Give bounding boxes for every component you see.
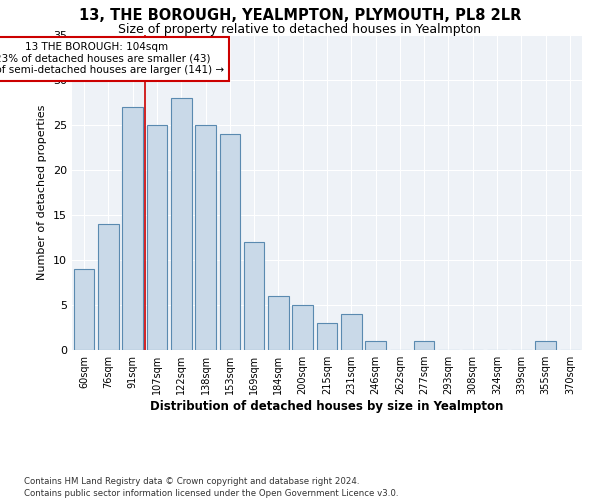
Text: 13, THE BOROUGH, YEALMPTON, PLYMOUTH, PL8 2LR: 13, THE BOROUGH, YEALMPTON, PLYMOUTH, PL…	[79, 8, 521, 22]
Bar	[535, 341, 556, 350]
Bar	[341, 314, 362, 350]
Bar	[98, 224, 119, 350]
Bar	[220, 134, 240, 350]
Bar	[171, 98, 191, 350]
Bar	[195, 125, 216, 350]
Bar	[74, 269, 94, 350]
Text: Contains HM Land Registry data © Crown copyright and database right 2024.: Contains HM Land Registry data © Crown c…	[24, 478, 359, 486]
Bar	[292, 305, 313, 350]
Text: Size of property relative to detached houses in Yealmpton: Size of property relative to detached ho…	[119, 22, 482, 36]
Bar	[414, 341, 434, 350]
X-axis label: Distribution of detached houses by size in Yealmpton: Distribution of detached houses by size …	[151, 400, 503, 413]
Bar	[122, 107, 143, 350]
Bar	[365, 341, 386, 350]
Bar	[146, 125, 167, 350]
Bar	[268, 296, 289, 350]
Bar	[244, 242, 265, 350]
Bar	[317, 323, 337, 350]
Text: Contains public sector information licensed under the Open Government Licence v3: Contains public sector information licen…	[24, 489, 398, 498]
Text: 13 THE BOROUGH: 104sqm
← 23% of detached houses are smaller (43)
76% of semi-det: 13 THE BOROUGH: 104sqm ← 23% of detached…	[0, 42, 224, 76]
Y-axis label: Number of detached properties: Number of detached properties	[37, 105, 47, 280]
